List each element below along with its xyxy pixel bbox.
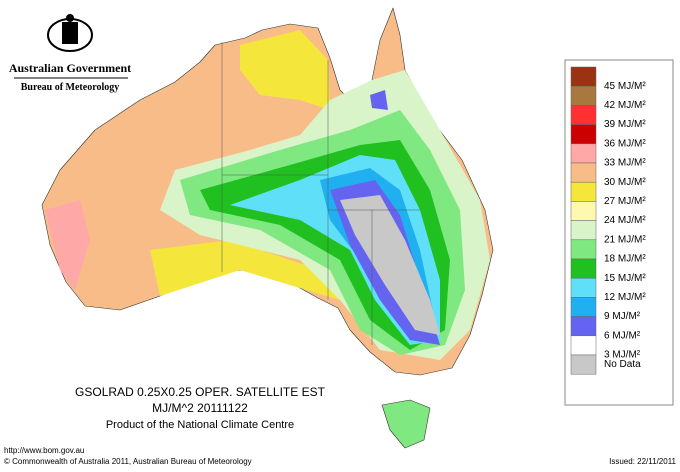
legend-label: 9 MJ/M² xyxy=(604,311,641,322)
bureau: Bureau of Meteorology xyxy=(21,82,120,93)
legend-label: 39 MJ/M² xyxy=(604,119,646,130)
legend: 45 MJ/M² 42 MJ/M² 39 MJ/M² 36 MJ/M² 33 MJ/M²… xyxy=(564,59,674,406)
issued: Issued: 22/11/2011 xyxy=(609,457,676,466)
legend-label: No Data xyxy=(604,359,641,370)
legend-label: 42 MJ/M² xyxy=(604,100,646,111)
legend-swatch xyxy=(570,162,597,183)
legend-label: 18 MJ/M² xyxy=(604,254,646,265)
url[interactable]: http://www.bom.gov.au xyxy=(4,446,84,455)
legend-label: 12 MJ/M² xyxy=(604,292,646,303)
legend-swatch xyxy=(570,105,597,125)
product-line1: GSOLRAD 0.25X0.25 OPER. SATELLITE EST xyxy=(75,385,326,399)
legend-label: 6 MJ/M² xyxy=(604,330,641,341)
legend-label: 27 MJ/M² xyxy=(604,196,646,207)
legend-swatch xyxy=(570,354,597,375)
legend-label: 21 MJ/M² xyxy=(604,234,646,245)
legend-swatch xyxy=(570,297,597,317)
legend-swatch xyxy=(570,66,597,87)
legend-swatch xyxy=(570,143,597,164)
legend-label: 33 MJ/M² xyxy=(604,158,646,169)
legend-swatch xyxy=(570,335,597,356)
legend-label: 36 MJ/M² xyxy=(604,138,646,149)
product-line2: MJ/M^2 20111122 xyxy=(152,401,248,415)
legend-swatch xyxy=(570,316,597,337)
legend-swatch xyxy=(570,201,597,221)
legend-label: 15 MJ/M² xyxy=(604,273,646,284)
legend-swatch xyxy=(570,220,597,241)
legend-label: 45 MJ/M² xyxy=(604,81,646,92)
legend-swatch xyxy=(570,239,597,260)
product-line3: Product of the National Climate Centre xyxy=(106,419,294,431)
legend-swatch xyxy=(570,85,597,106)
agency: Australian Government xyxy=(9,61,131,75)
australia xyxy=(41,7,494,449)
legend-label: 24 MJ/M² xyxy=(604,215,646,226)
legend-label: 3 MJ/M² xyxy=(604,350,641,361)
copyright: © Commonwealth of Australia 2011, Austra… xyxy=(4,457,252,466)
legend-swatch xyxy=(570,124,597,145)
crest xyxy=(47,14,93,52)
legend-label: 30 MJ/M² xyxy=(604,177,646,188)
legend-swatch xyxy=(570,181,597,202)
legend-swatch xyxy=(570,258,597,279)
legend-swatch xyxy=(570,277,597,298)
